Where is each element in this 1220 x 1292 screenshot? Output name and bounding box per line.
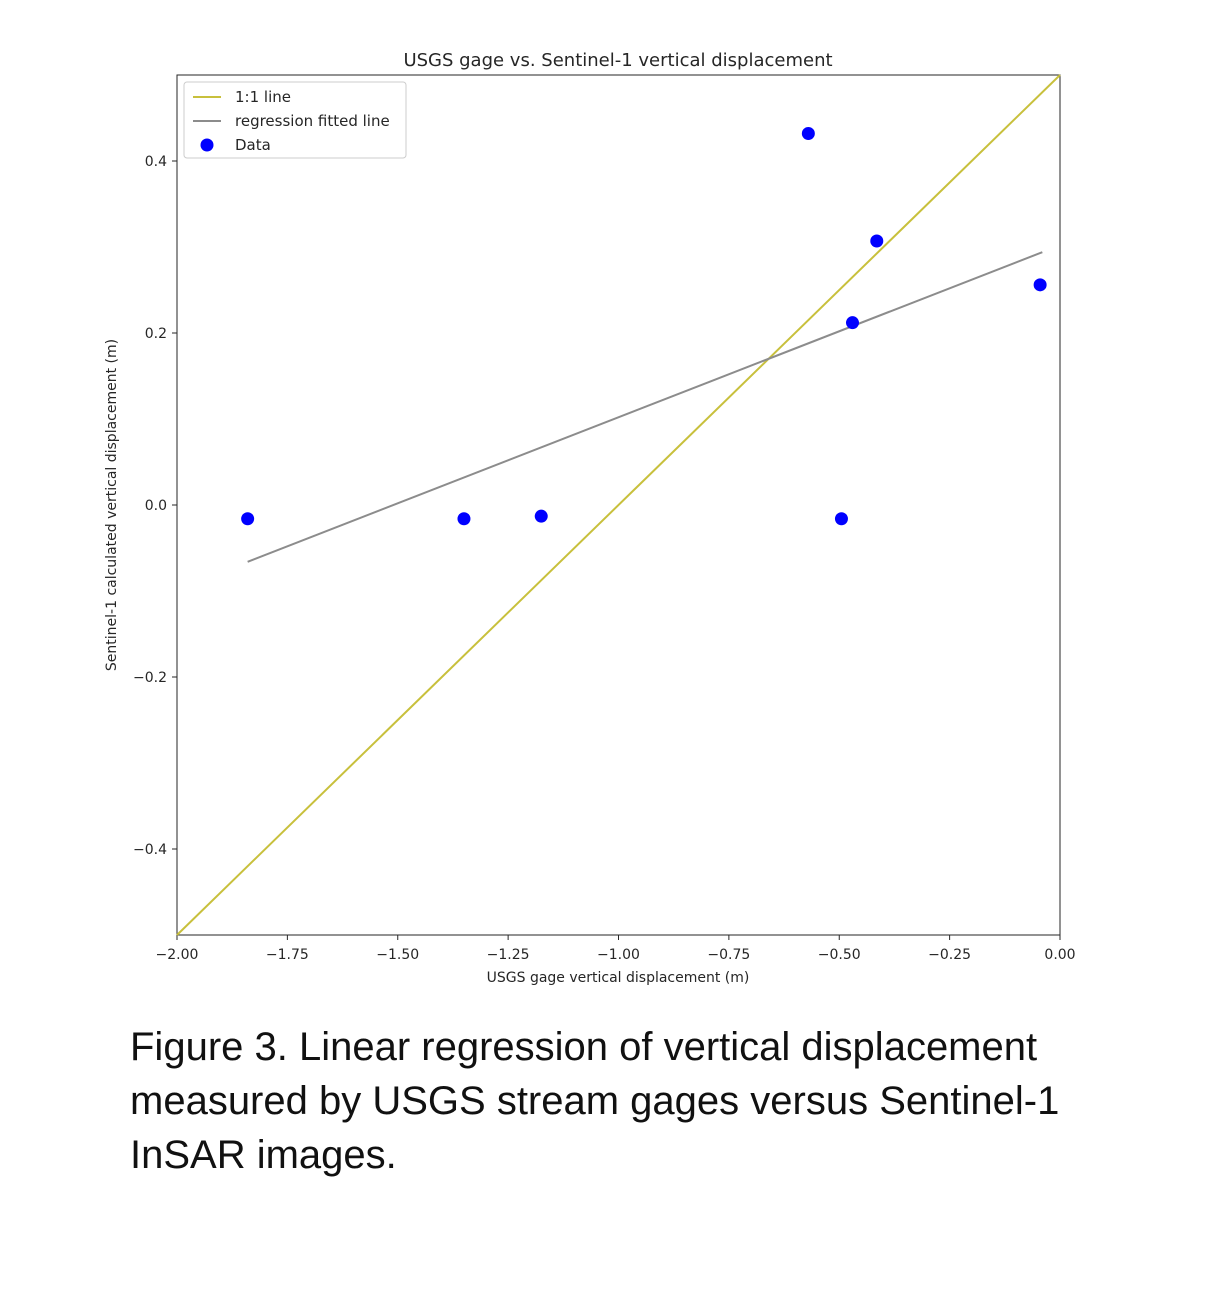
legend: 1:1 line regression fitted line Data xyxy=(183,81,407,159)
data-point xyxy=(241,512,255,526)
y-tick-label: −0.2 xyxy=(133,670,167,686)
y-tick-label: 0.2 xyxy=(145,326,167,342)
chart: USGS gage vs. Sentinel-1 vertical displa… xyxy=(104,50,1076,986)
one-to-one-line xyxy=(176,74,1061,936)
data-point xyxy=(1033,278,1047,292)
x-tick-label: −2.00 xyxy=(156,947,199,963)
x-tick-label: −0.75 xyxy=(707,947,750,963)
legend-label: regression fitted line xyxy=(235,112,390,130)
x-tick-label: −1.00 xyxy=(597,947,640,963)
legend-label: Data xyxy=(235,136,271,154)
x-axis: −2.00 −1.75 −1.50 −1.25 −1.00 −0.75 −0.50 −0.25… xyxy=(156,935,1076,963)
legend-marker-swatch xyxy=(200,138,214,152)
chart-title: USGS gage vs. Sentinel-1 vertical displa… xyxy=(403,50,832,71)
data-point xyxy=(457,512,471,526)
x-tick-label: −0.25 xyxy=(928,947,971,963)
data-point xyxy=(870,234,884,248)
data-point xyxy=(534,509,548,523)
x-tick-label: 0.00 xyxy=(1044,947,1075,963)
y-tick-label: −0.4 xyxy=(133,842,167,858)
y-axis-label: Sentinel-1 calculated vertical displacem… xyxy=(104,339,120,671)
x-tick-label: −0.50 xyxy=(818,947,861,963)
y-tick-label: 0.0 xyxy=(145,498,167,514)
data-point xyxy=(801,126,815,140)
series-layer xyxy=(176,74,1061,936)
figure-caption: Figure 3. Linear regression of vertical … xyxy=(130,1025,1060,1177)
x-tick-label: −1.25 xyxy=(487,947,530,963)
data-point xyxy=(845,316,859,330)
regression-line xyxy=(247,251,1043,563)
data-point xyxy=(834,512,848,526)
x-tick-label: −1.50 xyxy=(376,947,419,963)
y-tick-label: 0.4 xyxy=(145,154,167,170)
x-tick-label: −1.75 xyxy=(266,947,309,963)
legend-label: 1:1 line xyxy=(235,88,291,106)
x-axis-label: USGS gage vertical displacement (m) xyxy=(487,970,750,986)
legend-box xyxy=(183,81,407,159)
y-axis: −0.4 −0.2 0.0 0.2 0.4 xyxy=(133,154,177,858)
